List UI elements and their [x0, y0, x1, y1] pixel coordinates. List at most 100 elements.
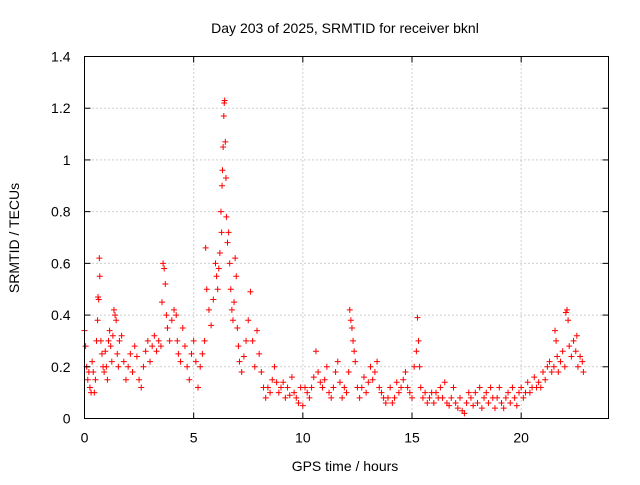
data-point: [363, 389, 370, 396]
data-point: [181, 343, 188, 350]
data-point: [416, 363, 423, 370]
data-point: [201, 337, 208, 344]
data-point: [404, 384, 411, 391]
data-point: [220, 144, 227, 150]
data-point: [188, 350, 195, 357]
data-point: [330, 384, 337, 391]
data-point: [371, 368, 378, 375]
data-point: [306, 394, 313, 401]
x-axis-label: GPS time / hours: [292, 458, 399, 474]
data-point: [195, 384, 202, 391]
data-point: [494, 394, 501, 401]
data-point: [374, 358, 381, 365]
data-point: [554, 353, 561, 360]
data-point: [481, 394, 488, 401]
data-point: [573, 332, 580, 339]
data-point: [103, 363, 110, 370]
data-point: [109, 332, 116, 339]
axis-layer: 0 0.2 0.4 0.6 0.8 1 1.2 1.4 0 5 10 15 20: [51, 49, 609, 446]
data-point: [345, 368, 352, 375]
data-point: [500, 405, 507, 412]
data-point: [235, 343, 242, 350]
data-point: [251, 363, 258, 370]
data-point: [387, 384, 394, 391]
data-point: [113, 317, 120, 324]
data-point: [441, 379, 448, 386]
data-point: [439, 394, 446, 401]
plot-frame: [84, 56, 609, 419]
data-point: [133, 353, 140, 360]
data-point: [162, 281, 169, 288]
data-point: [293, 394, 300, 401]
data-point: [369, 376, 376, 383]
data-point: [559, 348, 566, 355]
data-point: [249, 337, 256, 344]
data-point: [577, 353, 584, 360]
data-point: [356, 394, 363, 401]
data-point: [82, 343, 89, 350]
data-point: [317, 379, 324, 386]
data-point: [222, 175, 229, 182]
data-point: [419, 394, 426, 401]
data-point: [339, 394, 346, 401]
data-point: [96, 255, 103, 262]
data-point: [540, 368, 546, 375]
data-point: [485, 399, 492, 406]
data-point: [284, 384, 291, 391]
data-point: [86, 384, 93, 391]
data-point: [472, 389, 479, 396]
data-point: [474, 399, 481, 406]
data-point: [243, 337, 250, 344]
data-point: [312, 348, 319, 355]
data-point: [557, 358, 564, 365]
data-point: [106, 327, 113, 334]
data-point: [118, 332, 125, 339]
data-point: [565, 317, 572, 324]
data-point: [398, 384, 405, 391]
x-tick-label: 15: [404, 430, 420, 446]
data-point: [236, 358, 243, 365]
data-point: [264, 384, 271, 391]
data-point: [544, 363, 551, 370]
data-points: [81, 97, 587, 417]
data-point: [232, 255, 239, 262]
data-point: [159, 299, 166, 306]
data-point: [437, 384, 444, 391]
data-point: [205, 306, 212, 313]
data-point: [262, 394, 269, 401]
data-point: [550, 363, 557, 370]
data-point: [308, 384, 315, 391]
data-point: [177, 358, 184, 365]
data-point: [116, 337, 123, 344]
y-tick-label: 0.8: [51, 204, 71, 220]
data-point: [574, 363, 581, 370]
data-point: [406, 389, 413, 396]
data-point: [131, 343, 138, 350]
data-point: [465, 389, 472, 396]
data-point: [94, 317, 101, 324]
data-point: [531, 374, 538, 381]
data-point: [360, 374, 367, 381]
data-point: [513, 402, 520, 409]
x-tick-label: 0: [81, 430, 89, 446]
data-point: [566, 343, 573, 350]
data-point: [463, 399, 470, 406]
data-point: [454, 405, 461, 412]
y-tick-label: 0.4: [51, 307, 71, 323]
y-tick-label: 1: [63, 152, 71, 168]
data-point: [341, 384, 348, 391]
data-point: [214, 286, 221, 293]
data-point: [203, 286, 210, 293]
data-point: [520, 394, 527, 401]
data-point: [245, 317, 252, 324]
data-point: [149, 343, 156, 350]
data-point: [278, 384, 284, 391]
data-point: [208, 322, 215, 329]
data-point: [476, 384, 483, 391]
data-point: [114, 350, 121, 357]
data-point: [553, 337, 560, 344]
data-point: [217, 208, 224, 215]
data-point: [275, 389, 282, 396]
data-point: [273, 379, 280, 386]
